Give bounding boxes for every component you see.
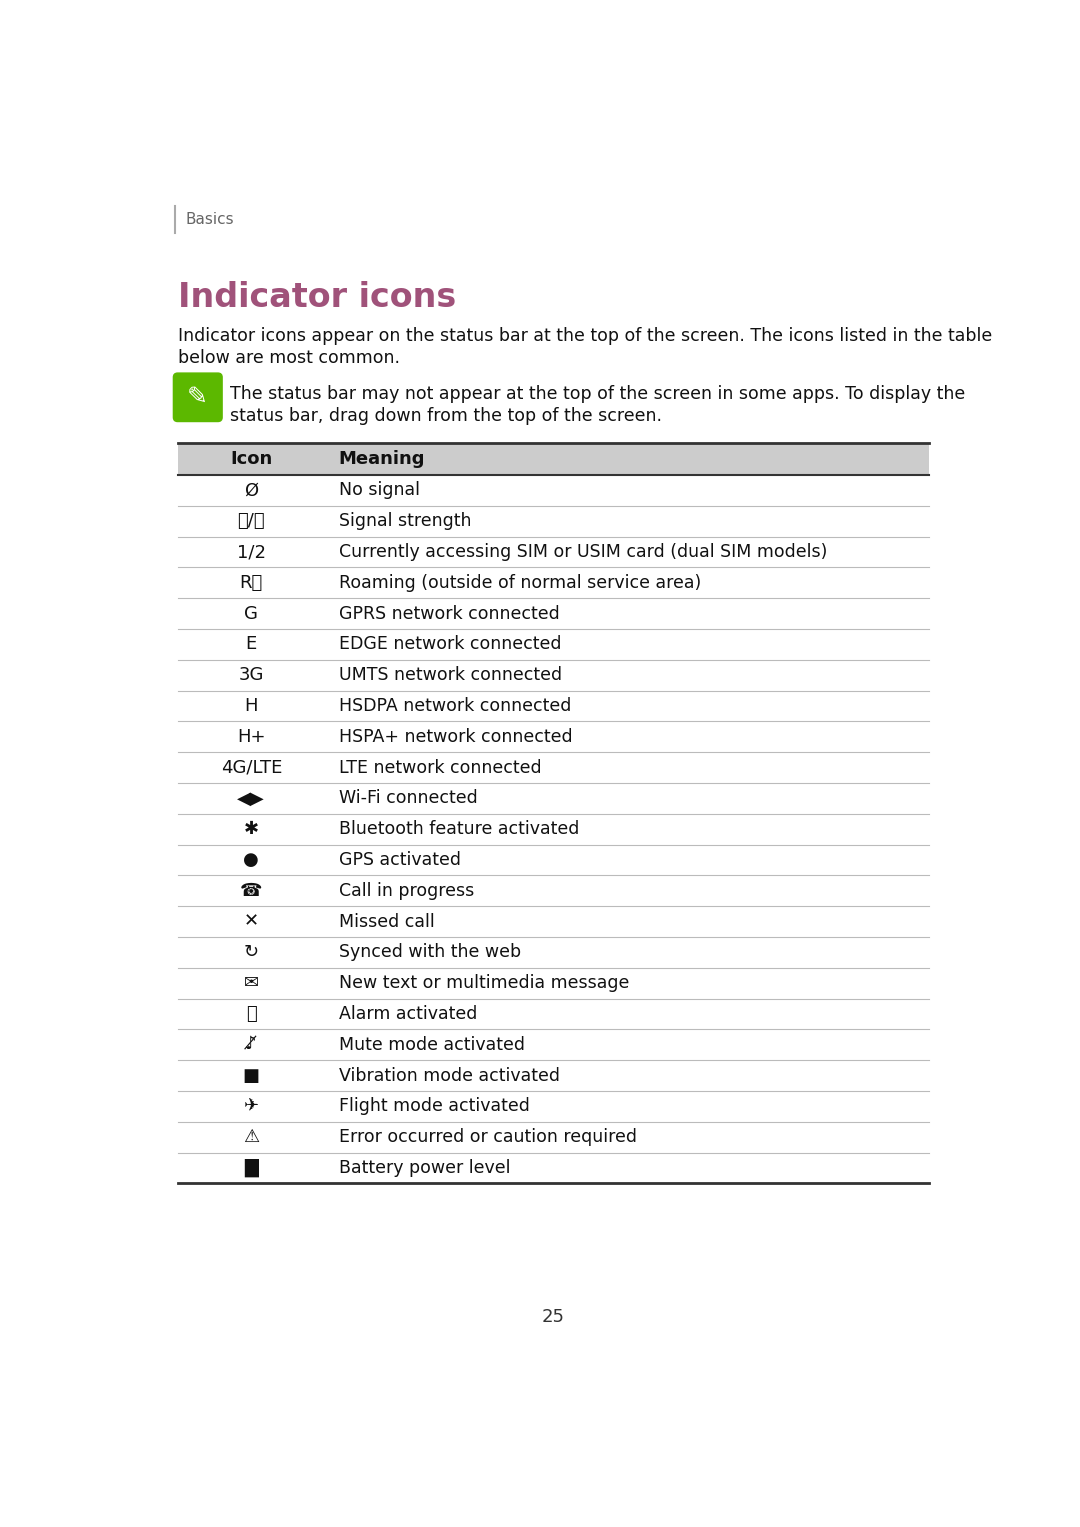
Bar xyxy=(177,599,930,629)
Bar xyxy=(177,938,930,968)
Bar xyxy=(177,906,930,938)
Text: Bluetooth feature activated: Bluetooth feature activated xyxy=(339,820,579,838)
Text: Currently accessing SIM or USIM card (dual SIM models): Currently accessing SIM or USIM card (du… xyxy=(339,544,827,560)
Text: Icon: Icon xyxy=(230,450,272,467)
Bar xyxy=(177,443,930,475)
Text: G: G xyxy=(244,605,258,623)
Text: Roaming (outside of normal service area): Roaming (outside of normal service area) xyxy=(339,574,701,592)
Bar xyxy=(177,1092,930,1122)
Text: ⚠: ⚠ xyxy=(243,1128,259,1147)
Text: ✎: ✎ xyxy=(187,385,208,409)
Bar xyxy=(177,660,930,690)
Text: LTE network connected: LTE network connected xyxy=(339,759,541,777)
Bar xyxy=(177,999,930,1029)
Bar xyxy=(177,1029,930,1060)
Text: E: E xyxy=(245,635,257,654)
Text: ⏰: ⏰ xyxy=(246,1005,257,1023)
Text: Synced with the web: Synced with the web xyxy=(339,944,521,962)
Text: 25: 25 xyxy=(542,1307,565,1325)
Text: EDGE network connected: EDGE network connected xyxy=(339,635,562,654)
Text: █: █ xyxy=(244,1159,258,1177)
Text: Error occurred or caution required: Error occurred or caution required xyxy=(339,1128,637,1147)
Text: Battery power level: Battery power level xyxy=(339,1159,511,1177)
Bar xyxy=(177,1153,930,1183)
Text: ✕: ✕ xyxy=(244,913,259,930)
Text: ↻: ↻ xyxy=(244,944,259,962)
Text: Signal strength: Signal strength xyxy=(339,512,471,530)
Bar xyxy=(177,475,930,505)
Text: 3G: 3G xyxy=(239,666,264,684)
Text: No signal: No signal xyxy=(339,481,420,499)
Text: ✈: ✈ xyxy=(244,1098,259,1115)
Text: R⬜: R⬜ xyxy=(240,574,262,592)
Text: Missed call: Missed call xyxy=(339,913,434,930)
Text: H: H xyxy=(244,696,258,715)
Text: Ø: Ø xyxy=(244,481,258,499)
Text: ◀▶: ◀▶ xyxy=(238,789,265,808)
Bar xyxy=(177,844,930,875)
Text: 4G/LTE: 4G/LTE xyxy=(220,759,282,777)
Text: New text or multimedia message: New text or multimedia message xyxy=(339,974,630,993)
Bar xyxy=(177,505,930,536)
Text: ✉: ✉ xyxy=(244,974,259,993)
Text: ●: ● xyxy=(243,851,259,869)
Text: Flight mode activated: Flight mode activated xyxy=(339,1098,529,1115)
Bar xyxy=(177,536,930,568)
Text: The status bar may not appear at the top of the screen in some apps. To display : The status bar may not appear at the top… xyxy=(230,385,964,403)
Text: ✱: ✱ xyxy=(244,820,259,838)
Text: Wi-Fi connected: Wi-Fi connected xyxy=(339,789,477,808)
Text: Alarm activated: Alarm activated xyxy=(339,1005,477,1023)
Text: ■: ■ xyxy=(243,1067,260,1084)
Text: Indicator icons appear on the status bar at the top of the screen. The icons lis: Indicator icons appear on the status bar… xyxy=(177,327,991,345)
Text: below are most common.: below are most common. xyxy=(177,348,400,366)
Bar xyxy=(177,721,930,753)
Bar xyxy=(177,783,930,814)
Bar xyxy=(177,1122,930,1153)
Bar xyxy=(177,568,930,599)
Text: GPRS network connected: GPRS network connected xyxy=(339,605,559,623)
FancyBboxPatch shape xyxy=(174,374,221,421)
Bar xyxy=(177,814,930,844)
Bar xyxy=(177,753,930,783)
Text: HSPA+ network connected: HSPA+ network connected xyxy=(339,728,572,745)
Bar xyxy=(177,690,930,721)
Text: ♪̸: ♪̸ xyxy=(245,1035,257,1054)
Text: H+: H+ xyxy=(237,728,266,745)
Bar xyxy=(177,1060,930,1092)
Bar xyxy=(177,968,930,999)
Text: HSDPA network connected: HSDPA network connected xyxy=(339,696,571,715)
Text: Indicator icons: Indicator icons xyxy=(177,281,456,315)
Text: status bar, drag down from the top of the screen.: status bar, drag down from the top of th… xyxy=(230,406,662,425)
Text: ☎: ☎ xyxy=(240,883,262,899)
Text: UMTS network connected: UMTS network connected xyxy=(339,666,562,684)
Text: Mute mode activated: Mute mode activated xyxy=(339,1035,525,1054)
Text: ⬜/⬜: ⬜/⬜ xyxy=(238,512,265,530)
Text: Call in progress: Call in progress xyxy=(339,883,474,899)
Bar xyxy=(177,629,930,660)
Text: Meaning: Meaning xyxy=(339,450,426,467)
Text: GPS activated: GPS activated xyxy=(339,851,461,869)
Text: Basics: Basics xyxy=(186,212,234,228)
Bar xyxy=(177,875,930,906)
Text: Vibration mode activated: Vibration mode activated xyxy=(339,1067,559,1084)
Text: 1/2: 1/2 xyxy=(237,544,266,560)
